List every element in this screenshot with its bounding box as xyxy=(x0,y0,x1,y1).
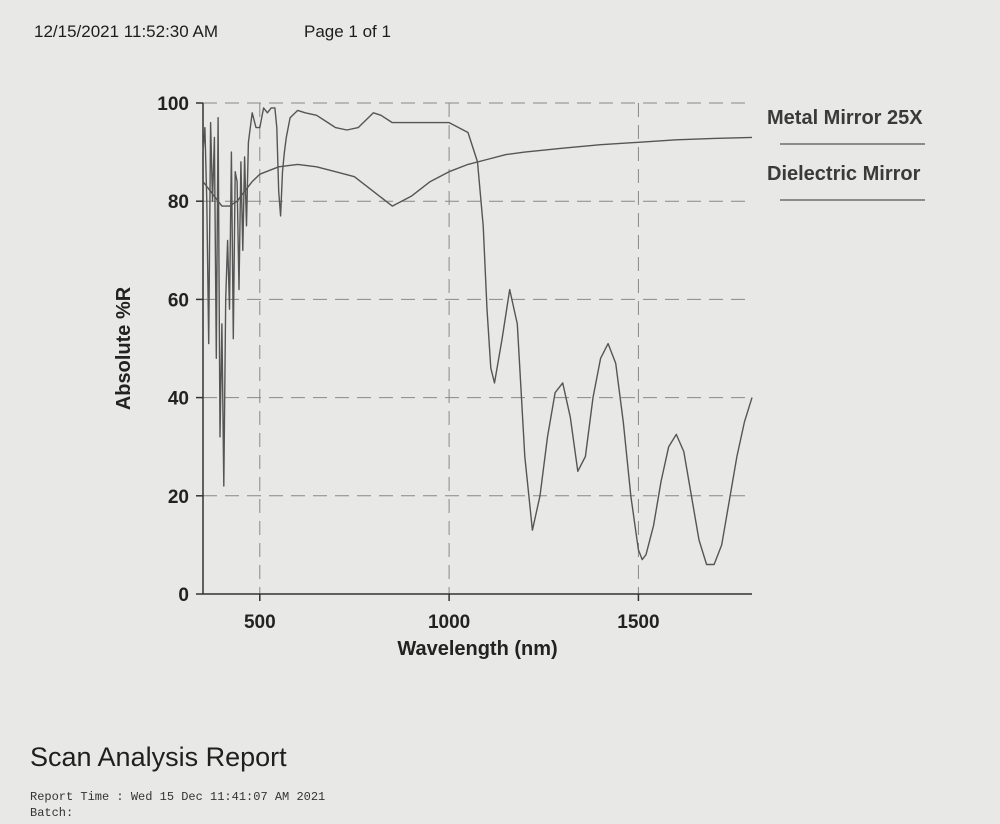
x-tick-label-500: 500 xyxy=(244,612,276,633)
y-tick-label-100: 100 xyxy=(157,94,189,115)
x-tick-label-1000: 1000 xyxy=(428,612,470,633)
y-tick-label-60: 60 xyxy=(168,290,189,311)
report-time-line: Report Time : Wed 15 Dec 11:41:07 AM 202… xyxy=(30,790,326,804)
y-axis-title: Absolute %R xyxy=(113,286,135,410)
report-batch-line: Batch: xyxy=(30,806,74,820)
header-datetime: 12/15/2021 11:52:30 AM xyxy=(34,22,219,41)
legend-label-dielectric-mirror: Dielectric Mirror xyxy=(767,163,921,185)
series-line-dielectric-mirror xyxy=(202,107,753,566)
header-page-number: Page 1 of 1 xyxy=(304,22,391,41)
report-title: Scan Analysis Report xyxy=(30,742,287,772)
x-tick-label-1500: 1500 xyxy=(617,612,659,633)
reflectance-chart: 0 20 40 60 80 100 500 1000 1500 Wavelength (nm) Ab… xyxy=(113,94,925,660)
y-tick-label-40: 40 xyxy=(168,389,189,410)
y-tick-label-0: 0 xyxy=(178,585,189,606)
x-axis-title: Wavelength (nm) xyxy=(397,638,557,660)
y-tick-label-80: 80 xyxy=(168,192,189,213)
legend-label-metal-mirror: Metal Mirror 25X xyxy=(767,107,923,129)
y-tick-label-20: 20 xyxy=(168,487,189,508)
